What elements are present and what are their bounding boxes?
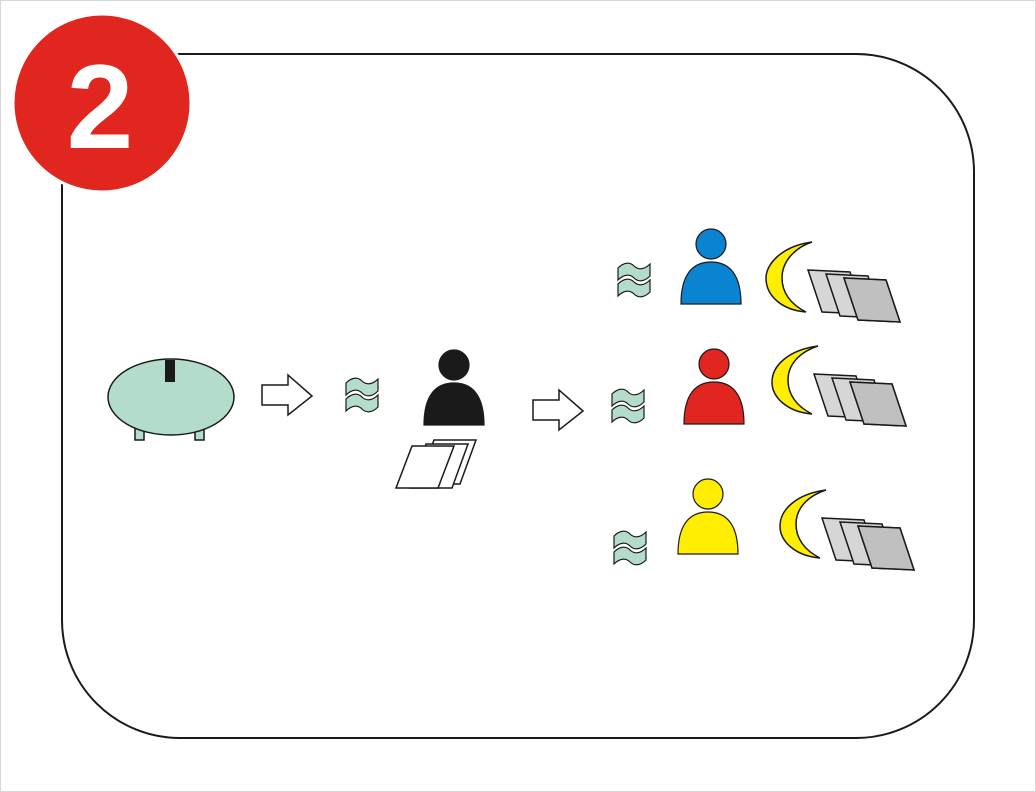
recipient-blue [617,228,902,323]
recipient-red [611,345,908,427]
main-panel [61,53,975,739]
crescent-moon-icon [779,489,827,559]
documents-icon [394,439,478,489]
right-arrow-icon [261,373,314,417]
step-number: 2 [67,40,134,174]
document-sheet-front [848,381,908,427]
crescent-moon-icon [771,345,819,415]
piggy-bank-icon [107,358,235,441]
right-arrow-icon [532,388,585,432]
recipient-yellow [613,478,916,571]
step-badge: 2 [11,12,193,194]
crescent-moon-icon [765,241,813,313]
document-sheet-front [842,277,902,323]
document-sheet-front [856,525,916,571]
